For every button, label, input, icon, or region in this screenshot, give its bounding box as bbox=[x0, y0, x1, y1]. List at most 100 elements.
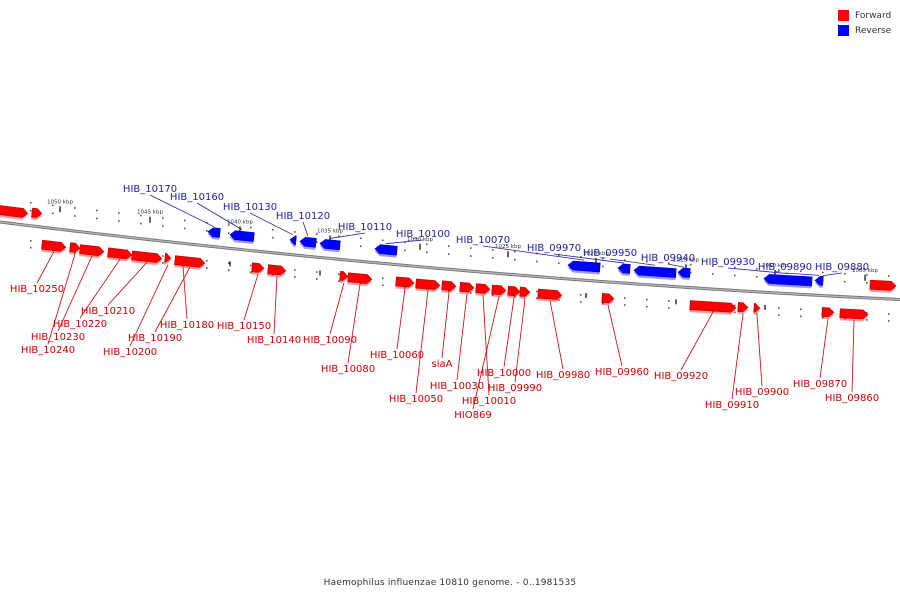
gene-body bbox=[814, 275, 824, 286]
gene-forward bbox=[339, 270, 349, 284]
scale-dot bbox=[272, 236, 274, 239]
gene-body bbox=[0, 204, 29, 218]
gene-forward bbox=[507, 285, 521, 299]
gene-reverse bbox=[319, 239, 341, 253]
scale-dot bbox=[404, 286, 406, 289]
label-leader bbox=[680, 311, 714, 371]
scale-dot bbox=[360, 237, 362, 240]
scale-dot bbox=[140, 222, 142, 225]
gene-body bbox=[567, 260, 601, 273]
scale-dot bbox=[250, 264, 252, 267]
label-leader bbox=[514, 298, 526, 383]
scale-dot bbox=[272, 273, 274, 276]
scale-dot bbox=[52, 204, 54, 207]
label-leader bbox=[503, 297, 515, 368]
gene-body bbox=[299, 236, 317, 248]
gene-forward bbox=[0, 204, 29, 220]
scale-dot bbox=[448, 290, 450, 293]
scale-dot bbox=[184, 219, 186, 222]
gene-body bbox=[229, 230, 255, 242]
label-leader bbox=[667, 263, 685, 268]
gene-body bbox=[79, 244, 105, 257]
gene-forward bbox=[519, 286, 531, 299]
scale-dot bbox=[602, 302, 604, 305]
gene-body bbox=[164, 252, 172, 263]
scale-dot bbox=[822, 316, 824, 319]
gene-body bbox=[459, 282, 475, 293]
forward-gene-label: HIB_10230 bbox=[31, 332, 85, 343]
legend: Forward Reverse bbox=[838, 8, 891, 38]
scale-dot bbox=[558, 254, 560, 256]
label-leader bbox=[47, 253, 76, 345]
scale-dot bbox=[624, 304, 626, 306]
label-leader bbox=[456, 293, 468, 381]
label-leader bbox=[756, 314, 763, 387]
scale-dot bbox=[646, 305, 648, 308]
forward-gene-label: HIB_10190 bbox=[128, 333, 182, 344]
gene-body bbox=[31, 207, 43, 218]
scale-dot bbox=[382, 239, 384, 242]
label-leader bbox=[731, 313, 744, 400]
gene-body bbox=[821, 307, 835, 318]
scale-dot bbox=[580, 301, 582, 303]
scale-dot bbox=[118, 220, 120, 222]
gene-reverse bbox=[207, 227, 221, 240]
gene-reverse bbox=[299, 236, 317, 250]
gene-body bbox=[251, 262, 265, 273]
scale-dot bbox=[30, 201, 32, 204]
forward-gene-label: HIB_09920 bbox=[654, 371, 708, 382]
scale-dot bbox=[316, 233, 318, 235]
reverse-gene-label: HIB_10110 bbox=[338, 222, 392, 233]
scale-dot bbox=[514, 250, 516, 253]
gene-body bbox=[677, 267, 691, 278]
scale-dot bbox=[250, 226, 252, 229]
scale-dot bbox=[206, 230, 208, 232]
scale-dot bbox=[712, 273, 714, 275]
scale-dot bbox=[206, 260, 208, 262]
gene-forward bbox=[347, 272, 373, 287]
scale-dot bbox=[800, 315, 802, 318]
scale-dot bbox=[228, 232, 230, 234]
scale-dot bbox=[712, 265, 714, 267]
label-leader bbox=[819, 318, 829, 379]
scale-dot bbox=[30, 209, 32, 212]
scale-dot bbox=[294, 269, 296, 271]
label-leader bbox=[129, 264, 169, 347]
scale-dot bbox=[646, 298, 648, 301]
scale-dot bbox=[206, 267, 208, 269]
gene-forward bbox=[869, 279, 897, 293]
forward-gene-label: HIB_10140 bbox=[247, 335, 301, 346]
scale-dot bbox=[888, 320, 890, 322]
tick-label: 1005 kbp bbox=[852, 268, 878, 274]
scale-dot bbox=[470, 255, 472, 257]
label-leader bbox=[415, 290, 429, 394]
gene-body bbox=[617, 263, 631, 274]
tick-label: 1010 kbp bbox=[762, 263, 788, 269]
scale-dot bbox=[536, 297, 538, 300]
scale-dot bbox=[492, 294, 494, 296]
scale-dot bbox=[74, 207, 76, 209]
label-leader bbox=[243, 274, 259, 321]
scale-dot bbox=[580, 256, 582, 258]
legend-forward-label: Forward bbox=[855, 10, 892, 21]
label-leader bbox=[107, 262, 148, 306]
scale-dot bbox=[338, 273, 340, 275]
scale-dot bbox=[690, 263, 692, 266]
scale-dot bbox=[558, 262, 560, 264]
label-leader bbox=[396, 288, 406, 350]
scale-dot bbox=[756, 312, 758, 315]
scale-dot bbox=[492, 257, 494, 259]
scale-dot bbox=[426, 243, 428, 246]
gene-reverse bbox=[289, 235, 297, 248]
scale-dot bbox=[800, 308, 802, 311]
gene-body bbox=[689, 300, 737, 313]
forward-gene-label: HIB_09860 bbox=[825, 393, 879, 404]
scale-dot bbox=[316, 278, 318, 280]
label-leader bbox=[57, 255, 93, 332]
scale-dot bbox=[360, 245, 362, 248]
forward-gene-label: HIB_10010 bbox=[462, 396, 516, 407]
forward-gene-label: HIB_10210 bbox=[81, 306, 135, 317]
forward-gene-label: HIB_10050 bbox=[389, 394, 443, 405]
forward-gene-label: HIB_10000 bbox=[477, 368, 531, 379]
gene-forward bbox=[69, 242, 81, 255]
